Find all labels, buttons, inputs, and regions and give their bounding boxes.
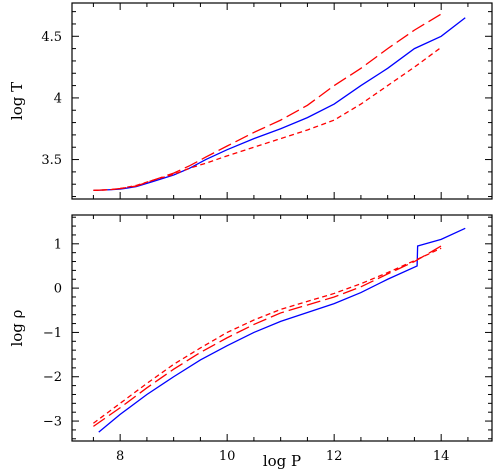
y-tick-label: −1 xyxy=(43,326,62,341)
y-tick-label: 4 xyxy=(54,91,62,106)
y-tick-label: −2 xyxy=(43,370,62,385)
x-tick-label: 8 xyxy=(116,449,124,464)
y-tick-label: 1 xyxy=(54,237,62,252)
plot-frame xyxy=(71,2,493,200)
y-tick-label: 0 xyxy=(54,282,62,297)
series-line-2 xyxy=(93,245,442,427)
series-line-3 xyxy=(93,46,442,192)
x-tick-label: 12 xyxy=(326,449,343,464)
y-tick-label: −3 xyxy=(43,415,62,430)
series-line-3 xyxy=(93,247,442,424)
series-line-1 xyxy=(93,17,466,192)
x-tick-label: 14 xyxy=(433,449,450,464)
x-axis-label: log P xyxy=(263,452,301,470)
plot-frame xyxy=(71,214,493,442)
y-tick-label: 4.5 xyxy=(41,30,62,45)
y-axis-label: log T xyxy=(8,82,26,120)
top-panel-temperature: 3.5 4 4.5 log T xyxy=(8,2,493,200)
bottom-panel-density: −3 −2 −1 0 1 8 10 12 14 log ρ log P xyxy=(8,214,493,470)
series-line-2 xyxy=(93,13,442,192)
series-line-1 xyxy=(98,227,466,433)
x-tick-label: 10 xyxy=(219,449,236,464)
y-tick-label: 3.5 xyxy=(41,153,62,168)
y-axis-label: log ρ xyxy=(8,309,26,346)
